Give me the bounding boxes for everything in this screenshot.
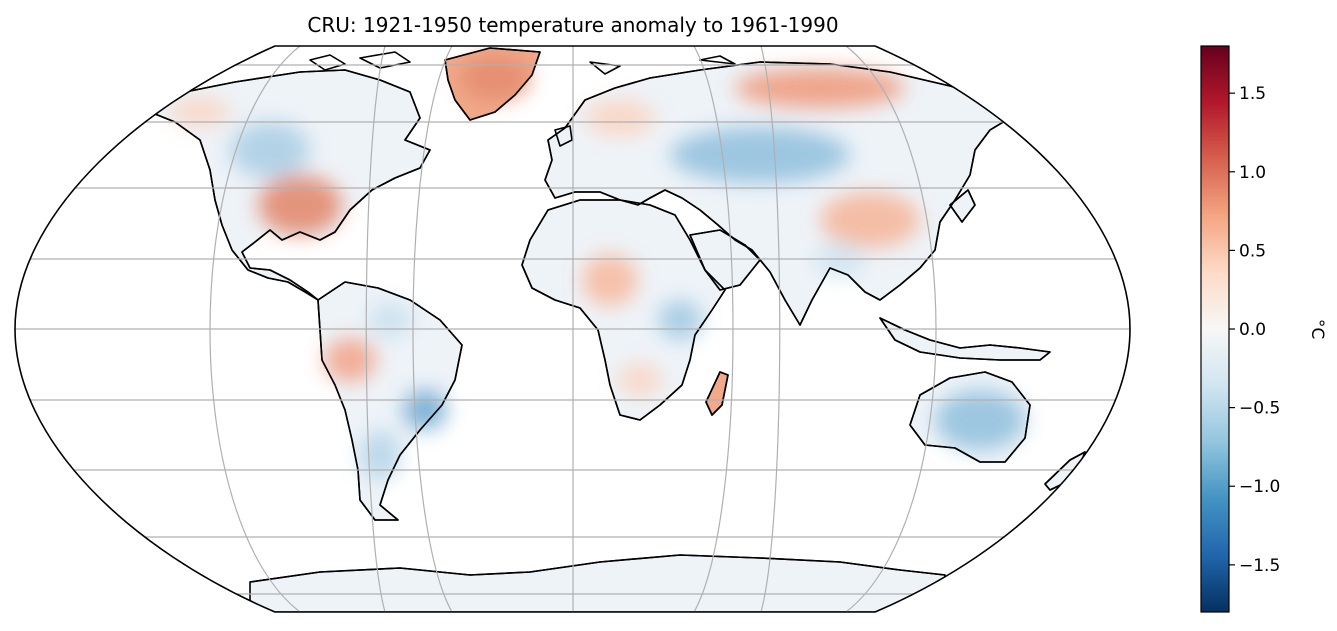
colorbar-tick-label: 0.0	[1239, 320, 1266, 340]
gridline-meridian	[760, 46, 781, 612]
coastlines	[149, 47, 1086, 583]
colorbar-tick-label: −0.5	[1239, 399, 1280, 419]
gridline-meridian	[209, 46, 301, 612]
anomaly-field	[170, 56, 1025, 480]
colorbar-ticks: 1.5 1.0 0.5 0.0 −0.5 −1.0 −1.5	[1229, 84, 1280, 576]
globe	[14, 45, 1131, 613]
gridline-meridian	[693, 46, 734, 612]
colorbar-tick-label: 1.5	[1239, 84, 1266, 104]
gridline-meridian	[845, 46, 937, 612]
colorbar-tick-label: −1.5	[1239, 556, 1280, 576]
gridline-meridian	[412, 46, 453, 612]
gridline-meridian	[365, 46, 386, 612]
colorbar-bar	[1200, 45, 1230, 613]
colorbar-unit-label: °C	[1307, 319, 1327, 339]
colorbar-tick-label: −1.0	[1239, 477, 1280, 497]
colorbar-tick-label: 0.5	[1239, 241, 1266, 261]
colorbar: 1.5 1.0 0.5 0.0 −0.5 −1.0 −1.5 °C	[1200, 45, 1327, 613]
map-title: CRU: 1921-1950 temperature anomaly to 19…	[307, 13, 838, 37]
globe-outline	[14, 45, 1131, 613]
colorbar-tick-label: 1.0	[1239, 163, 1266, 183]
gridlines	[15, 46, 1130, 612]
